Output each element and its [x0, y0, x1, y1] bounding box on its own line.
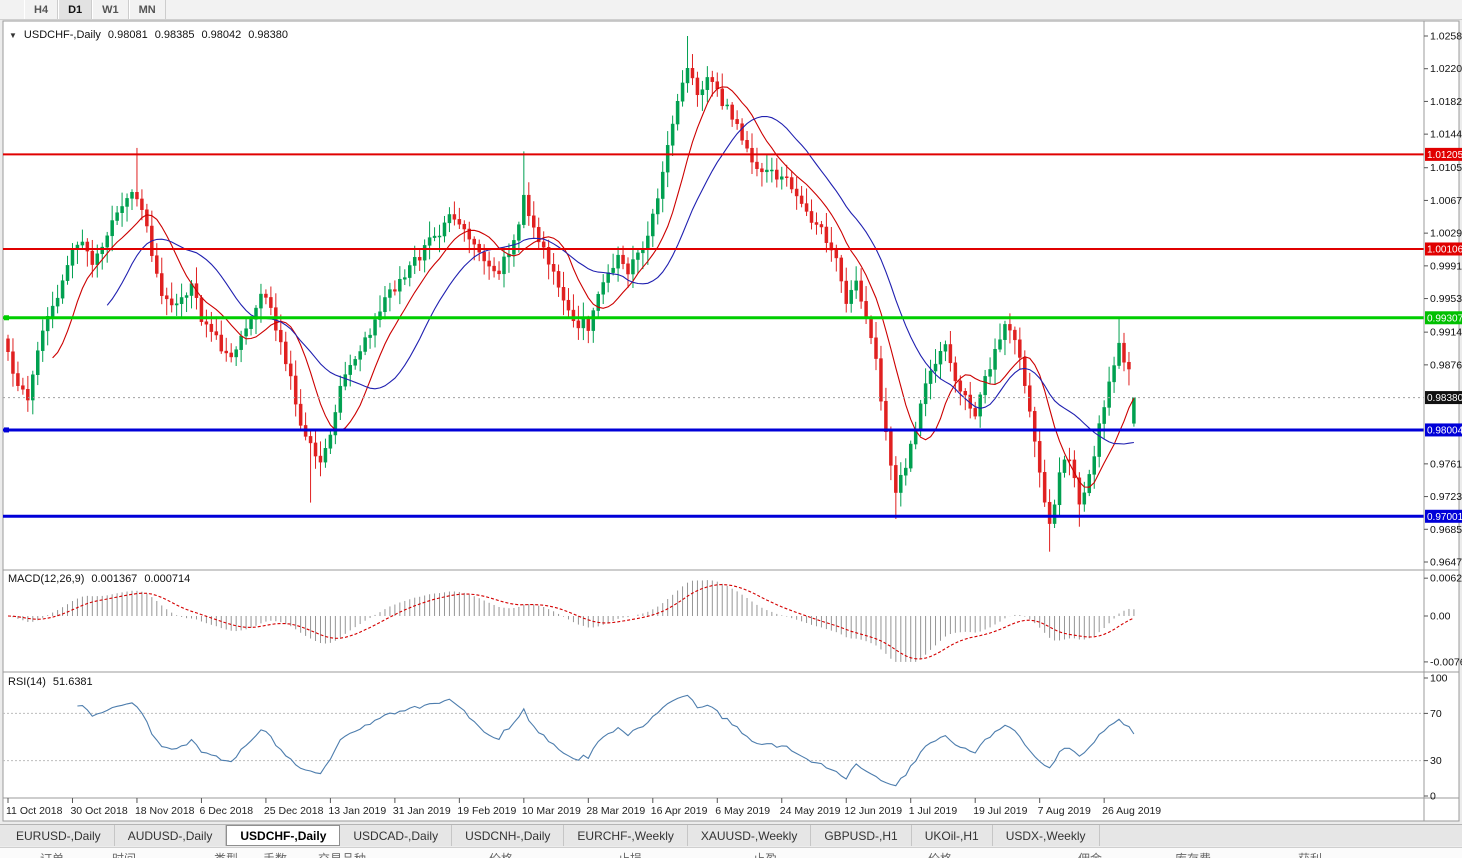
tab-usdchf-daily[interactable]: USDCHF-,Daily — [226, 825, 341, 846]
svg-text:100: 100 — [1430, 673, 1448, 685]
svg-text:18 Nov 2018: 18 Nov 2018 — [135, 805, 195, 817]
terminal-header-strip: 订单 时间 类型 手数 交易品种 价格 止损 止盈 价格 佣金 库存费 获利 — [0, 847, 1462, 858]
svg-text:26 Aug 2019: 26 Aug 2019 — [1102, 805, 1161, 817]
timeframe-button-h4[interactable]: H4 — [24, 0, 59, 19]
svg-text:1.01440: 1.01440 — [1430, 129, 1462, 141]
terminal-column-header-3: 手数 — [263, 850, 287, 858]
macd-indicator-name: MACD(12,26,9) — [8, 573, 85, 585]
chart-tabs: EURUSD-,Daily AUDUSD-,Daily USDCHF-,Daily U… — [0, 824, 1462, 846]
chart-symbol-period: USDCHF-,Daily — [23, 29, 101, 41]
tab-usdx-weekly[interactable]: USDX-,Weekly — [993, 825, 1100, 846]
svg-text:13 Jan 2019: 13 Jan 2019 — [328, 805, 386, 817]
svg-text:7 Aug 2019: 7 Aug 2019 — [1038, 805, 1091, 817]
svg-text:1.01820: 1.01820 — [1430, 96, 1462, 108]
svg-text:11 Oct 2018: 11 Oct 2018 — [6, 805, 63, 817]
collapse-icon[interactable]: ▼ — [9, 30, 17, 40]
terminal-column-header-9: 佣金 — [1078, 850, 1102, 858]
macd-pane-label: MACD(12,26,9) 0.001367 0.000714 — [8, 573, 190, 585]
svg-text:6 Dec 2018: 6 Dec 2018 — [199, 805, 253, 817]
tab-audusd-daily[interactable]: AUDUSD-,Daily — [115, 825, 227, 846]
terminal-column-header-10: 库存费 — [1175, 850, 1211, 858]
tab-usdcnh-daily[interactable]: USDCNH-,Daily — [452, 825, 565, 846]
macd-value-signal: 0.000714 — [144, 573, 191, 585]
svg-text:-0.00762: -0.00762 — [1430, 656, 1462, 668]
svg-text:0.98380: 0.98380 — [1427, 393, 1462, 404]
svg-text:0.99307: 0.99307 — [1427, 313, 1462, 324]
svg-text:25 Dec 2018: 25 Dec 2018 — [264, 805, 324, 817]
tab-xauusd-weekly[interactable]: XAUUSD-,Weekly — [688, 825, 812, 846]
terminal-column-header-8: 价格 — [928, 850, 952, 858]
ohlc-open: 0.98081 — [107, 29, 148, 41]
svg-text:24 May 2019: 24 May 2019 — [780, 805, 841, 817]
timeframe-button-w1[interactable]: W1 — [92, 0, 129, 19]
svg-text:31 Jan 2019: 31 Jan 2019 — [393, 805, 451, 817]
svg-text:70: 70 — [1430, 708, 1442, 720]
svg-text:0.00: 0.00 — [1430, 611, 1451, 623]
terminal-column-header-2: 类型 — [214, 850, 238, 858]
svg-text:1.02200: 1.02200 — [1430, 63, 1462, 75]
terminal-column-header-6: 止损 — [618, 850, 642, 858]
svg-text:12 Jun 2019: 12 Jun 2019 — [844, 805, 902, 817]
terminal-column-header-1: 时间 — [112, 850, 136, 858]
terminal-column-header-0: 订单 — [40, 850, 64, 858]
timeframe-toolbar: H4 D1 W1 MN — [0, 0, 1462, 20]
macd-value-main: 0.001367 — [91, 573, 138, 585]
svg-text:19 Jul 2019: 19 Jul 2019 — [973, 805, 1027, 817]
svg-text:1.00106: 1.00106 — [1427, 244, 1462, 255]
svg-text:0.98004: 0.98004 — [1427, 425, 1462, 436]
terminal-column-header-5: 价格 — [489, 850, 513, 858]
svg-text:1.01205: 1.01205 — [1427, 150, 1462, 161]
svg-text:16 Apr 2019: 16 Apr 2019 — [651, 805, 708, 817]
rsi-indicator-name: RSI(14) — [8, 676, 46, 688]
timeframe-button-d1[interactable]: D1 — [58, 0, 93, 19]
svg-text:28 Mar 2019: 28 Mar 2019 — [586, 805, 645, 817]
tab-gbpusd-h1[interactable]: GBPUSD-,H1 — [811, 825, 912, 846]
svg-text:1 Jul 2019: 1 Jul 2019 — [909, 805, 958, 817]
rsi-pane-label: RSI(14) 51.6381 — [8, 676, 93, 688]
svg-text:30: 30 — [1430, 755, 1442, 767]
svg-text:0.97001: 0.97001 — [1427, 512, 1462, 523]
svg-text:10 Mar 2019: 10 Mar 2019 — [522, 805, 581, 817]
ohlc-high: 0.98385 — [154, 29, 195, 41]
svg-text:1.02580: 1.02580 — [1430, 31, 1462, 43]
timeframe-button-mn[interactable]: MN — [128, 0, 166, 19]
svg-text:0: 0 — [1430, 791, 1436, 803]
ohlc-close: 0.98380 — [248, 29, 288, 41]
terminal-column-header-4: 交易品种 — [318, 850, 366, 858]
rsi-value: 51.6381 — [52, 676, 93, 688]
tab-eurusd-daily[interactable]: EURUSD-,Daily — [3, 825, 115, 846]
chart-legend: ▼ USDCHF-,Daily 0.98081 0.98385 0.98042 … — [9, 29, 288, 41]
svg-text:19 Feb 2019: 19 Feb 2019 — [457, 805, 516, 817]
tab-ukoil-h1[interactable]: UKOil-,H1 — [912, 825, 993, 846]
ohlc-low: 0.98042 — [201, 29, 242, 41]
svg-text:0.96470: 0.96470 — [1430, 557, 1462, 569]
svg-text:6 May 2019: 6 May 2019 — [715, 805, 770, 817]
svg-text:0.00628: 0.00628 — [1430, 573, 1462, 585]
tab-eurchf-weekly[interactable]: EURCHF-,Weekly — [564, 825, 688, 846]
svg-text:30 Oct 2018: 30 Oct 2018 — [70, 805, 127, 817]
svg-text:1.01050: 1.01050 — [1430, 162, 1462, 174]
tab-usdcad-daily[interactable]: USDCAD-,Daily — [340, 825, 453, 846]
terminal-column-header-7: 止盈 — [753, 850, 777, 858]
svg-text:1.00670: 1.00670 — [1430, 195, 1462, 207]
terminal-column-header-11: 获利 — [1298, 850, 1322, 858]
